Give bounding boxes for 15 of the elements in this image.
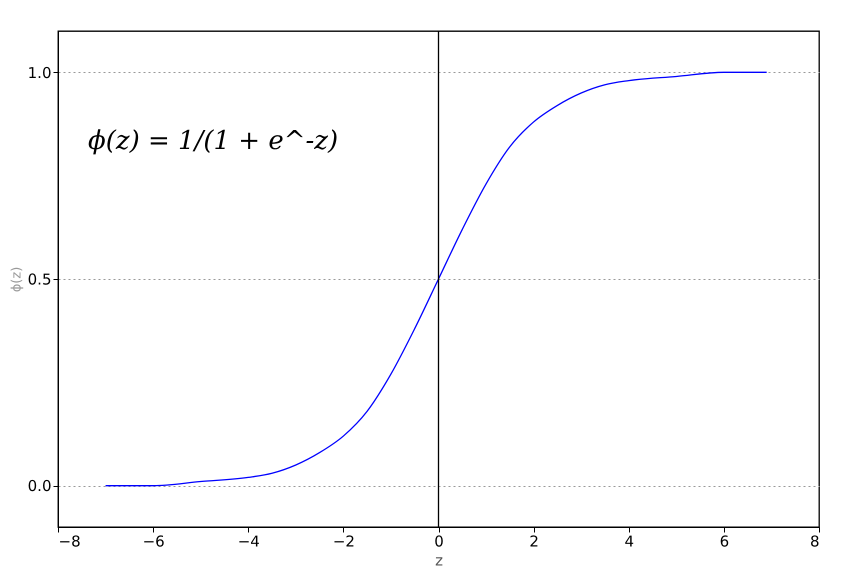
x-tick-label: −6: [142, 532, 165, 550]
x-tick-label: −4: [238, 532, 260, 550]
x-tick-label: −8: [58, 532, 81, 550]
y-tick-label: 0.5: [28, 270, 52, 288]
x-tick-label: −2: [332, 532, 355, 550]
x-tick-label: 8: [810, 532, 820, 550]
x-tick-label: 6: [720, 532, 730, 550]
y-tick-label: 0.0: [28, 477, 52, 496]
x-tick-label: 0: [434, 532, 444, 550]
y-tick-label: 1.0: [28, 64, 52, 82]
x-axis-title: z: [435, 552, 444, 570]
x-tick-label: 2: [529, 532, 539, 550]
y-axis-title: ϕ(z): [10, 266, 25, 292]
annotation: ϕ(z) = 1/(1 + e^-z): [88, 126, 338, 156]
x-tick-label: 4: [624, 532, 634, 550]
